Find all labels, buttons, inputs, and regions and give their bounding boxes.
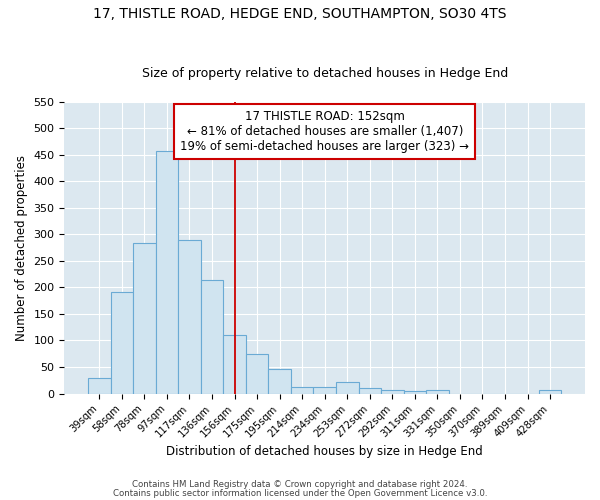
Bar [246,354,268,394]
Bar [178,240,201,394]
X-axis label: Distribution of detached houses by size in Hedge End: Distribution of detached houses by size … [166,444,483,458]
Bar [201,280,223,394]
Text: Contains public sector information licensed under the Open Government Licence v3: Contains public sector information licen… [113,489,487,498]
Bar [539,390,562,394]
Bar [404,391,426,394]
Bar [223,335,246,394]
Bar [155,151,178,394]
Bar [426,390,449,394]
Bar [336,382,359,394]
Bar [268,368,291,394]
Bar [291,386,313,394]
Text: 17, THISTLE ROAD, HEDGE END, SOUTHAMPTON, SO30 4TS: 17, THISTLE ROAD, HEDGE END, SOUTHAMPTON… [93,8,507,22]
Bar [359,388,381,394]
Bar [381,390,404,394]
Title: Size of property relative to detached houses in Hedge End: Size of property relative to detached ho… [142,66,508,80]
Bar [88,378,110,394]
Bar [313,387,336,394]
Text: Contains HM Land Registry data © Crown copyright and database right 2024.: Contains HM Land Registry data © Crown c… [132,480,468,489]
Bar [133,244,155,394]
Y-axis label: Number of detached properties: Number of detached properties [15,154,28,340]
Text: 17 THISTLE ROAD: 152sqm
← 81% of detached houses are smaller (1,407)
19% of semi: 17 THISTLE ROAD: 152sqm ← 81% of detache… [180,110,469,154]
Bar [110,292,133,394]
